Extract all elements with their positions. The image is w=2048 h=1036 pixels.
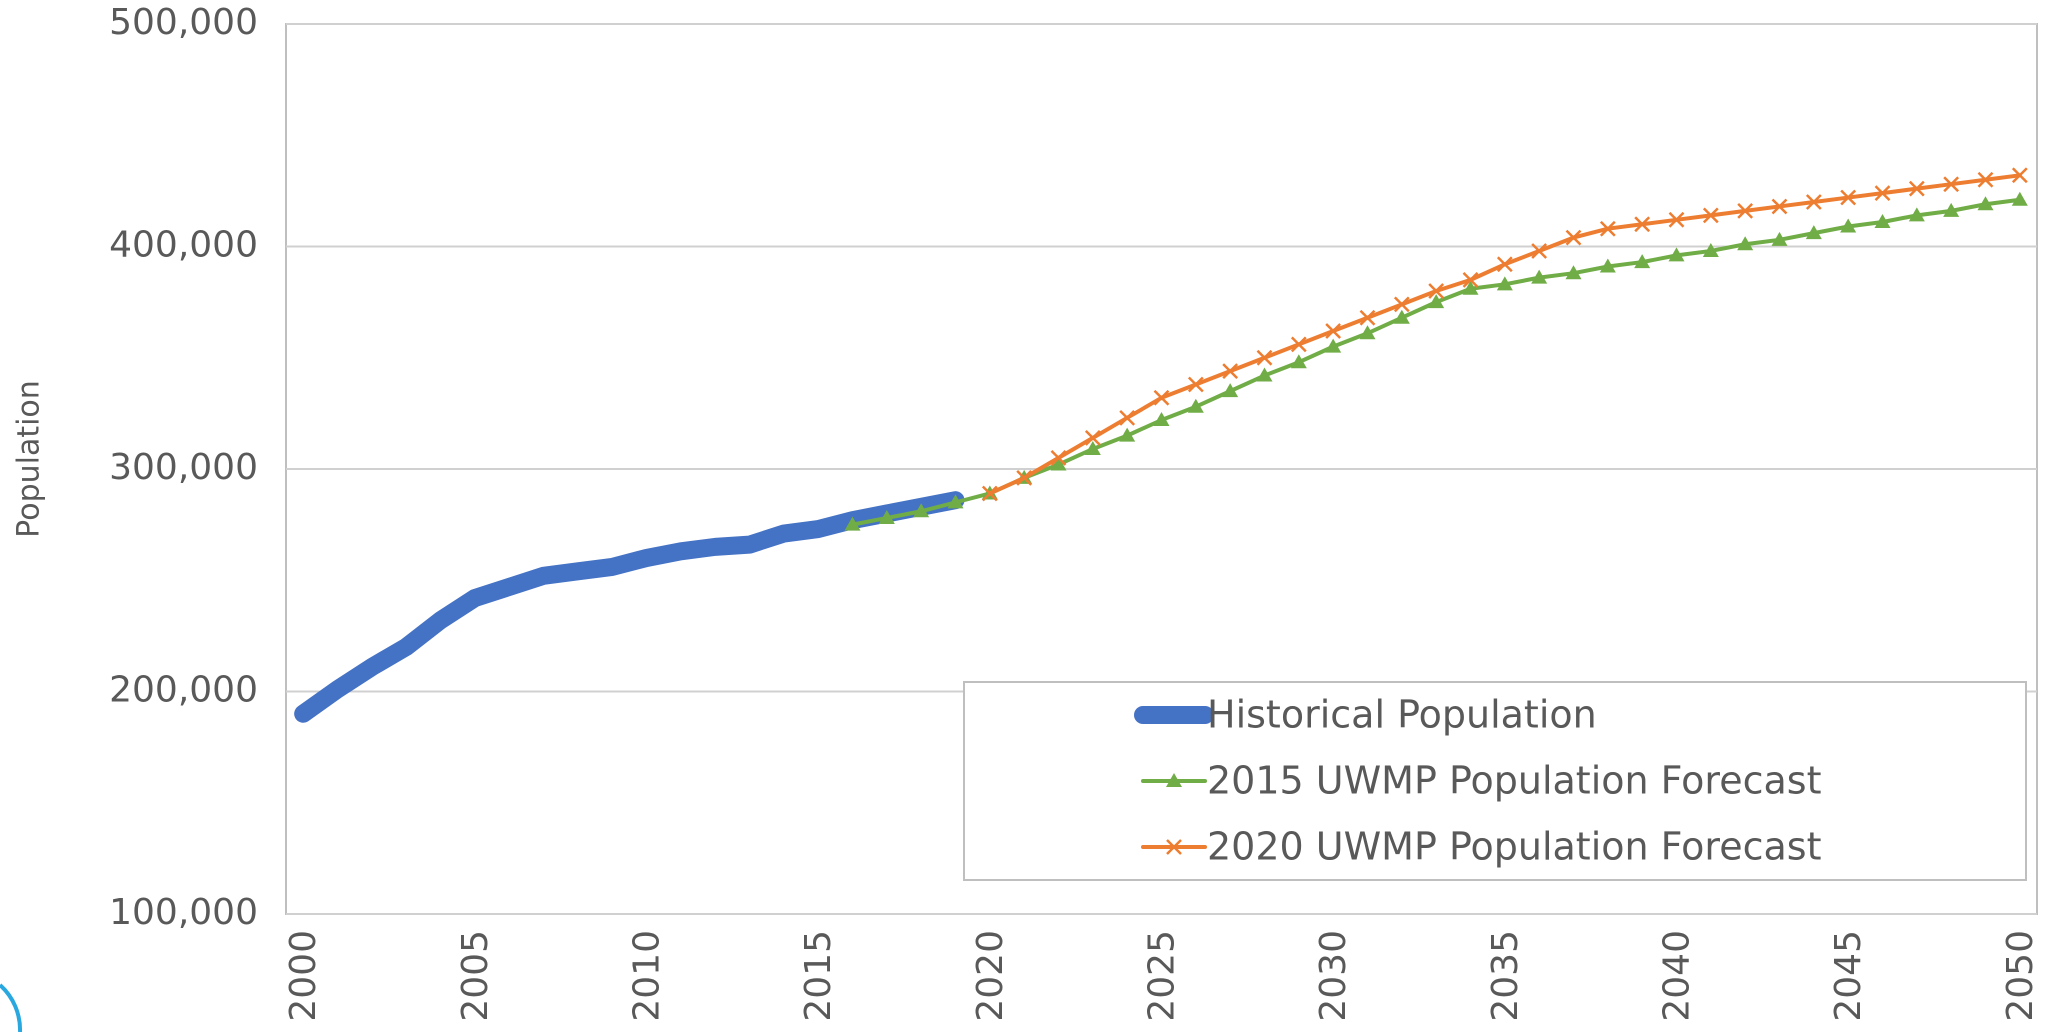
point-marker <box>1634 216 1651 233</box>
point-marker <box>1084 440 1101 455</box>
point-marker <box>1805 225 1822 240</box>
x-tick-label: 2000 <box>283 930 324 1022</box>
x-tick-label: 2025 <box>1142 930 1183 1022</box>
point-marker <box>1771 231 1788 246</box>
point-marker <box>1153 389 1170 406</box>
x-tick-label: 2015 <box>798 930 839 1022</box>
point-marker <box>1187 376 1204 393</box>
point-marker <box>947 494 964 509</box>
legend-marker <box>1166 839 1182 855</box>
point-marker <box>1119 427 1136 442</box>
series-line <box>294 491 965 723</box>
point-marker <box>1737 236 1754 251</box>
point-marker <box>1977 171 1994 188</box>
point-marker <box>1599 220 1616 237</box>
point-marker <box>1359 309 1376 326</box>
y-tick-label: 100,000 <box>109 892 258 933</box>
point-marker <box>1565 265 1582 280</box>
point-marker <box>1737 203 1754 219</box>
point-marker <box>1462 280 1479 295</box>
point-marker <box>1840 189 1857 206</box>
point-marker <box>1943 202 1960 217</box>
x-tick-label: 2030 <box>1313 930 1354 1022</box>
point-marker <box>1256 367 1273 382</box>
point-marker <box>1187 398 1204 413</box>
point-marker <box>1565 229 1582 246</box>
y-tick-label: 300,000 <box>109 447 258 488</box>
point-marker <box>1290 336 1307 353</box>
point-marker <box>1771 198 1788 215</box>
point-marker <box>1119 409 1136 426</box>
point-marker <box>1599 258 1616 273</box>
point-marker <box>1393 296 1410 313</box>
point-marker <box>1428 294 1445 309</box>
point-marker <box>1290 354 1307 369</box>
point-marker <box>1702 207 1719 224</box>
point-marker <box>1325 338 1342 353</box>
x-tick-label: 2005 <box>455 930 496 1022</box>
point-marker <box>1805 194 1822 210</box>
point-marker <box>1874 185 1891 201</box>
point-marker <box>1462 271 1479 288</box>
point-marker <box>1874 214 1891 229</box>
point-marker <box>2011 191 2028 206</box>
point-marker <box>844 516 861 531</box>
x-tick-label: 2010 <box>627 930 668 1022</box>
point-marker <box>1702 242 1719 257</box>
point-marker <box>1050 449 1067 466</box>
point-marker <box>1634 254 1651 269</box>
point-marker <box>1668 247 1685 262</box>
point-marker <box>1977 196 1994 211</box>
point-marker <box>1016 470 1033 486</box>
point-marker <box>1153 412 1170 427</box>
legend-label: 2015 UWMP Population Forecast <box>1207 759 1821 803</box>
point-marker <box>1943 176 1960 193</box>
point-marker <box>1908 207 1925 222</box>
x-tick-label: 2050 <box>2000 930 2041 1022</box>
point-marker <box>981 485 998 502</box>
point-marker <box>1256 349 1273 366</box>
point-marker <box>1050 456 1067 471</box>
point-marker <box>1325 323 1342 339</box>
x-tick-label: 2035 <box>1485 930 1526 1022</box>
legend-label: 2020 UWMP Population Forecast <box>1207 825 1821 869</box>
point-marker <box>1531 243 1548 259</box>
y-tick-label: 500,000 <box>109 2 258 43</box>
point-marker <box>1428 283 1445 299</box>
point-marker <box>1084 429 1101 446</box>
y-tick-label: 200,000 <box>109 670 258 711</box>
point-marker <box>1222 383 1239 398</box>
logo-fragment <box>0 983 23 1033</box>
point-marker <box>1531 269 1548 284</box>
x-tick-label: 2040 <box>1657 930 1698 1022</box>
point-marker <box>1222 363 1239 379</box>
point-marker <box>1496 276 1513 291</box>
x-tick-label: 2045 <box>1828 930 1869 1022</box>
legend-marker <box>1166 773 1182 787</box>
point-marker <box>1908 180 1925 197</box>
point-marker <box>913 503 930 518</box>
point-marker <box>878 509 895 524</box>
point-marker <box>1359 325 1376 340</box>
point-marker <box>2011 167 2028 184</box>
y-tick-label: 400,000 <box>109 225 258 266</box>
point-marker <box>1393 309 1410 324</box>
point-marker <box>1840 218 1857 233</box>
y-axis-label: Population <box>12 380 47 538</box>
point-marker <box>1668 211 1685 228</box>
x-tick-label: 2020 <box>970 930 1011 1022</box>
point-marker <box>1496 256 1513 273</box>
legend-label: Historical Population <box>1207 693 1597 737</box>
